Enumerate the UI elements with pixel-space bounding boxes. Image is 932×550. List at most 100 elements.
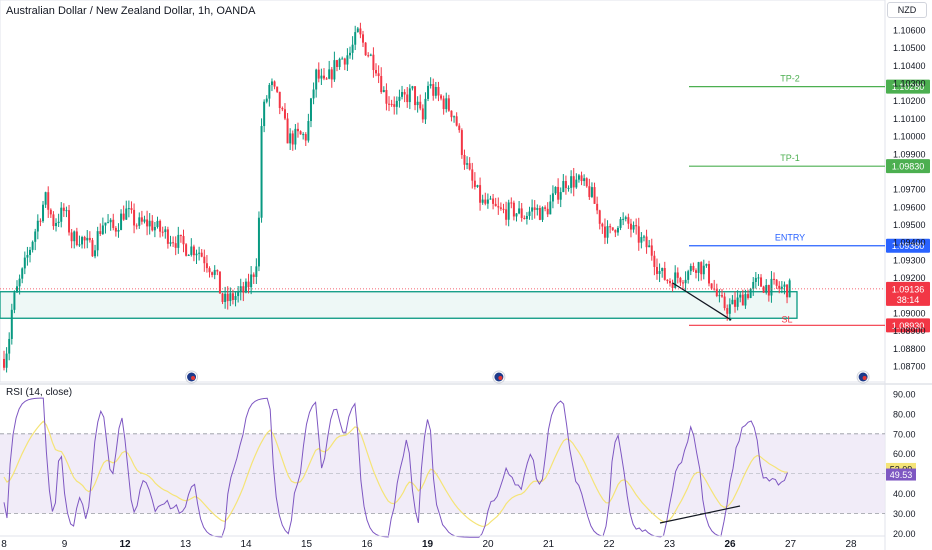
candle[interactable] — [619, 219, 622, 228]
candle[interactable] — [661, 268, 664, 272]
candle[interactable] — [616, 227, 619, 233]
candle[interactable] — [637, 226, 640, 243]
candle[interactable] — [94, 250, 97, 257]
candle[interactable] — [120, 213, 123, 230]
candle[interactable] — [242, 286, 245, 293]
candle[interactable] — [559, 192, 562, 200]
candle[interactable] — [36, 220, 39, 232]
candle[interactable] — [780, 286, 783, 289]
candle[interactable] — [403, 92, 406, 95]
candle[interactable] — [138, 217, 141, 226]
candle[interactable] — [609, 226, 612, 228]
candle[interactable] — [244, 281, 247, 293]
candle[interactable] — [179, 234, 182, 237]
candle[interactable] — [309, 98, 312, 122]
candle[interactable] — [198, 252, 201, 254]
symbol-title[interactable]: Australian Dollar / New Zealand Dollar, … — [6, 5, 256, 17]
candle[interactable] — [497, 206, 500, 208]
candle[interactable] — [333, 60, 336, 80]
candle[interactable] — [273, 81, 276, 87]
candle[interactable] — [13, 292, 16, 310]
candle[interactable] — [263, 101, 266, 127]
candle[interactable] — [754, 277, 757, 282]
candle[interactable] — [166, 229, 169, 244]
candle[interactable] — [723, 296, 726, 309]
candle[interactable] — [343, 58, 346, 65]
candle[interactable] — [65, 210, 68, 212]
candle[interactable] — [554, 186, 557, 194]
candle[interactable] — [390, 103, 393, 105]
candle[interactable] — [359, 28, 362, 35]
candle[interactable] — [140, 217, 143, 222]
candle[interactable] — [473, 180, 476, 187]
candle[interactable] — [437, 86, 440, 96]
candle[interactable] — [419, 101, 422, 109]
candle[interactable] — [187, 254, 190, 256]
candle[interactable] — [348, 52, 351, 56]
candle[interactable] — [177, 234, 180, 248]
candle[interactable] — [715, 289, 718, 297]
candle[interactable] — [250, 274, 253, 288]
candle[interactable] — [47, 192, 50, 210]
candle[interactable] — [276, 86, 279, 92]
candle[interactable] — [52, 214, 55, 227]
candle[interactable] — [218, 271, 221, 294]
candle[interactable] — [195, 253, 198, 256]
candle[interactable] — [125, 208, 128, 220]
currency-badge[interactable]: NZD — [887, 2, 927, 18]
candle[interactable] — [762, 286, 765, 293]
candle[interactable] — [747, 294, 750, 298]
candle[interactable] — [736, 297, 739, 307]
candle[interactable] — [557, 186, 560, 200]
candle[interactable] — [429, 84, 432, 86]
candle[interactable] — [567, 187, 570, 189]
candle[interactable] — [408, 88, 411, 103]
candle[interactable] — [351, 44, 354, 53]
candle[interactable] — [23, 257, 26, 269]
candle[interactable] — [398, 96, 401, 101]
candle[interactable] — [445, 98, 448, 110]
candle[interactable] — [492, 198, 495, 204]
candle[interactable] — [663, 268, 666, 280]
candle[interactable] — [270, 81, 273, 86]
candle[interactable] — [247, 281, 250, 288]
candle[interactable] — [169, 242, 172, 244]
candle[interactable] — [101, 225, 104, 234]
candle[interactable] — [650, 245, 653, 256]
candle[interactable] — [658, 271, 661, 274]
candle[interactable] — [346, 55, 349, 65]
candle[interactable] — [734, 299, 737, 307]
candle[interactable] — [411, 86, 414, 89]
candle[interactable] — [208, 268, 211, 273]
candle[interactable] — [299, 131, 302, 135]
candle[interactable] — [44, 192, 47, 205]
candle[interactable] — [770, 278, 773, 296]
candle[interactable] — [312, 89, 315, 99]
candle[interactable] — [515, 213, 518, 217]
candle[interactable] — [585, 178, 588, 187]
candle[interactable] — [580, 175, 583, 182]
candle[interactable] — [283, 109, 286, 119]
candle[interactable] — [458, 125, 461, 131]
candle[interactable] — [3, 358, 5, 368]
candle[interactable] — [760, 277, 763, 287]
candle[interactable] — [463, 154, 466, 165]
candle[interactable] — [341, 58, 344, 60]
candle[interactable] — [775, 279, 778, 286]
candle[interactable] — [234, 296, 237, 300]
candle[interactable] — [286, 118, 289, 144]
candle[interactable] — [546, 208, 549, 215]
candle[interactable] — [375, 70, 378, 74]
candle[interactable] — [583, 178, 586, 182]
candle[interactable] — [156, 220, 159, 227]
candle[interactable] — [749, 288, 752, 298]
candle[interactable] — [640, 237, 643, 243]
candle[interactable] — [570, 176, 573, 188]
candle[interactable] — [229, 293, 232, 302]
candle[interactable] — [364, 42, 367, 56]
candle[interactable] — [697, 262, 700, 273]
candle[interactable] — [460, 130, 463, 155]
candle[interactable] — [575, 179, 578, 188]
candle[interactable] — [708, 264, 711, 284]
candle[interactable] — [151, 220, 154, 231]
